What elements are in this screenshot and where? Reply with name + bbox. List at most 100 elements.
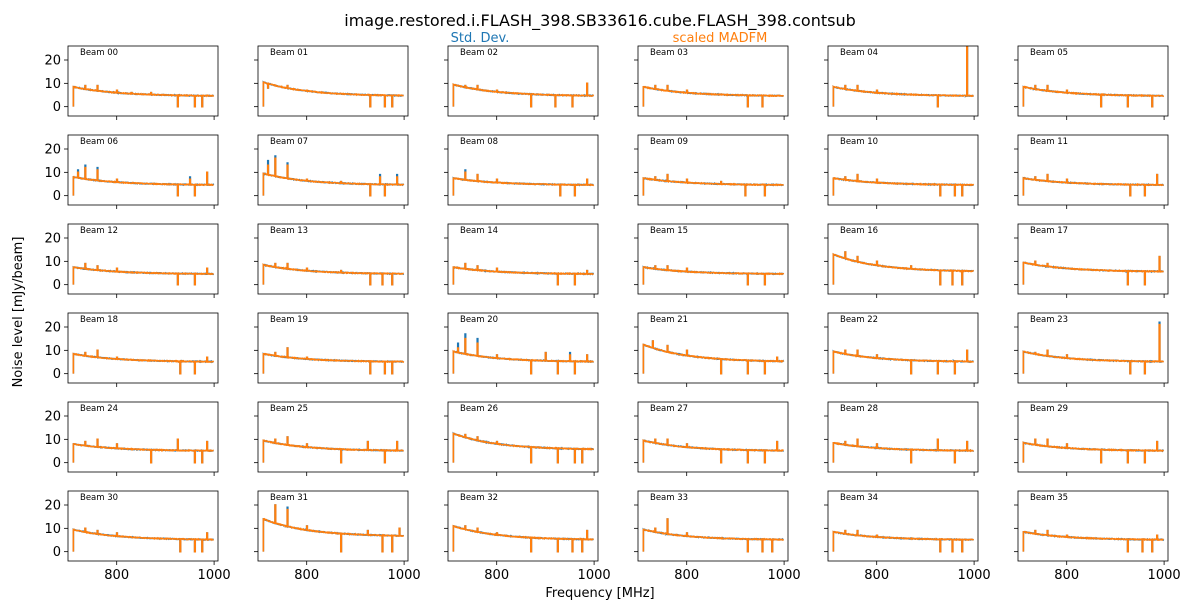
- beam-panel: Beam 24 0 10 20: [44, 401, 219, 476]
- beam-label: Beam 01: [270, 48, 308, 58]
- beam-panel: Beam 13: [254, 223, 409, 298]
- panel-grid: Beam 00 0 10 20 Beam 01 Beam 02 Beam 03 Beam 04…: [44, 45, 1181, 583]
- beam-label: Beam 12: [80, 226, 118, 236]
- beam-panel: Beam 28: [824, 401, 979, 476]
- x-tick-label: 800: [1054, 568, 1079, 583]
- beam-panel: Beam 16: [824, 223, 979, 298]
- y-tick-label: 10: [44, 344, 61, 359]
- beam-label: Beam 09: [650, 137, 688, 147]
- x-tick-label: 1000: [958, 568, 991, 583]
- beam-panel: Beam 12 0 10 20: [44, 223, 219, 298]
- beam-label: Beam 28: [840, 404, 878, 414]
- series-scaled-madfm: [72, 349, 215, 375]
- panel-frame: [257, 223, 409, 295]
- figure-title: image.restored.i.FLASH_398.SB33616.cube.…: [344, 11, 856, 31]
- beam-label: Beam 16: [840, 226, 878, 236]
- panel-frame: [827, 490, 979, 562]
- beam-label: Beam 08: [460, 137, 498, 147]
- beam-label: Beam 34: [840, 493, 878, 503]
- y-tick-label: 10: [44, 255, 61, 270]
- beam-panel: Beam 11: [1014, 134, 1169, 209]
- series-scaled-madfm: [832, 438, 974, 464]
- series-scaled-madfm: [642, 438, 784, 464]
- series-scaled-madfm: [262, 347, 405, 375]
- beam-label: Beam 11: [1030, 137, 1068, 147]
- panel-frame: [827, 401, 979, 473]
- x-tick-label: 800: [864, 568, 889, 583]
- panel-frame: [637, 401, 789, 473]
- beam-panel: Beam 17: [1014, 223, 1169, 298]
- y-tick-label: 10: [44, 522, 61, 537]
- beam-label: Beam 03: [650, 48, 688, 58]
- series-scaled-madfm: [1022, 84, 1165, 108]
- x-tick-label: 1000: [388, 568, 421, 583]
- beam-label: Beam 15: [650, 226, 688, 236]
- beam-panel: Beam 06 0 10 20: [44, 134, 219, 209]
- beam-label: Beam 22: [840, 315, 878, 325]
- series-scaled-madfm: [642, 518, 784, 553]
- beam-label: Beam 23: [1030, 315, 1068, 325]
- panel-frame: [1017, 45, 1169, 117]
- panel-frame: [447, 490, 599, 562]
- beam-panel: Beam 09: [634, 134, 789, 209]
- series-std-dev: [262, 155, 405, 197]
- series-scaled-madfm: [642, 265, 785, 286]
- beam-label: Beam 13: [270, 226, 308, 236]
- beam-label: Beam 07: [270, 137, 308, 147]
- series-scaled-madfm: [72, 166, 214, 197]
- series-std-dev: [452, 333, 594, 375]
- beam-panel: Beam 31 800 1000: [254, 490, 421, 583]
- series-std-dev: [1022, 321, 1164, 375]
- panel-frame: [827, 312, 979, 384]
- x-tick-label: 800: [674, 568, 699, 583]
- series-std-dev: [642, 265, 784, 286]
- panel-frame: [827, 45, 979, 117]
- beam-panel: Beam 33 800 1000: [634, 490, 801, 583]
- beam-label: Beam 19: [270, 315, 308, 325]
- beam-label: Beam 04: [840, 48, 878, 58]
- series-scaled-madfm: [1022, 323, 1165, 375]
- beam-panel: Beam 20: [444, 312, 599, 387]
- y-tick-label: 20: [44, 410, 61, 425]
- beam-label: Beam 31: [270, 493, 308, 503]
- series-scaled-madfm: [1022, 529, 1164, 553]
- series-scaled-madfm: [72, 262, 214, 286]
- y-tick-label: 0: [53, 456, 61, 471]
- beam-panel: Beam 21: [634, 312, 789, 387]
- y-tick-label: 20: [44, 54, 61, 69]
- series-scaled-madfm: [452, 262, 594, 286]
- y-tick-label: 20: [44, 143, 61, 158]
- y-tick-label: 0: [53, 367, 61, 382]
- x-axis-label: Frequency [MHz]: [545, 586, 654, 600]
- series-scaled-madfm: [72, 527, 214, 553]
- y-tick-label: 0: [53, 278, 61, 293]
- series-scaled-madfm: [72, 438, 214, 464]
- y-tick-label: 10: [44, 166, 61, 181]
- series-scaled-madfm: [642, 173, 784, 197]
- beam-label: Beam 06: [80, 137, 118, 147]
- panel-frame: [1017, 401, 1169, 473]
- series-scaled-madfm: [642, 340, 785, 375]
- beam-label: Beam 30: [80, 493, 118, 503]
- series-scaled-madfm: [262, 504, 405, 553]
- beam-panel: Beam 15: [634, 223, 789, 298]
- series-scaled-madfm: [642, 84, 784, 108]
- panel-frame: [1017, 312, 1169, 384]
- series-scaled-madfm: [452, 82, 595, 108]
- series-scaled-madfm: [452, 337, 594, 375]
- series-scaled-madfm: [1022, 255, 1164, 286]
- panel-frame: [447, 312, 599, 384]
- panel-frame: [827, 223, 979, 295]
- beam-label: Beam 02: [460, 48, 498, 58]
- series-scaled-madfm: [452, 171, 595, 197]
- panel-frame: [447, 134, 599, 206]
- beam-label: Beam 24: [80, 404, 118, 414]
- panel-frame: [637, 490, 789, 562]
- beam-panel: Beam 30 0 10 20 800 1000: [44, 490, 231, 583]
- series-scaled-madfm: [832, 349, 974, 375]
- series-scaled-madfm: [262, 436, 404, 464]
- panel-frame: [257, 490, 409, 562]
- legend-std-dev: Std. Dev.: [451, 31, 510, 46]
- series-scaled-madfm: [832, 46, 974, 108]
